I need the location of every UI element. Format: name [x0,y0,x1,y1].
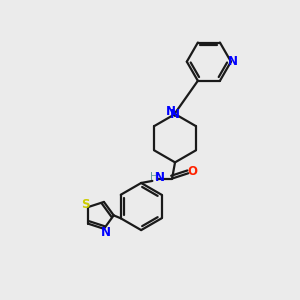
Text: N: N [166,105,176,118]
Text: N: N [170,108,180,121]
Text: N: N [100,226,110,239]
Text: N: N [227,55,237,68]
Text: N: N [155,171,165,184]
Text: S: S [81,198,89,211]
Text: H: H [150,172,158,182]
Text: O: O [188,165,198,178]
